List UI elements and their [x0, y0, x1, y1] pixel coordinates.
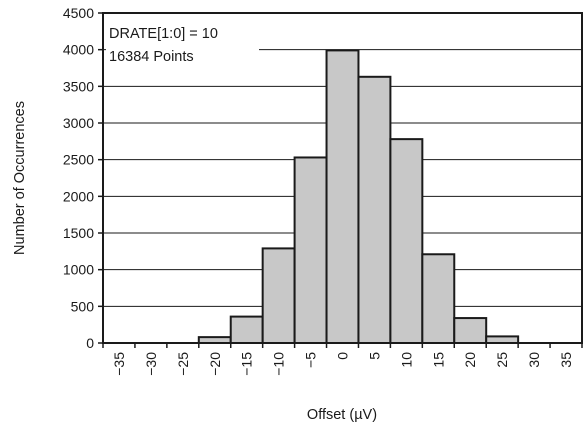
bar-5	[357, 75, 392, 345]
bar-20	[453, 317, 488, 345]
y-tick-label: 2500	[63, 152, 94, 168]
y-tick-labels: 0 500 1000 1500 2000 2500 3000 3500 4000 4500	[63, 5, 94, 351]
y-tick-label: 2000	[63, 188, 94, 204]
x-tick-label: 10	[398, 352, 414, 368]
bar--10	[261, 247, 296, 344]
plot-frame	[98, 12, 583, 348]
bar--5	[293, 156, 328, 344]
y-tick-label: 500	[71, 298, 95, 314]
bar-0	[325, 49, 360, 345]
x-tick-label: −30	[143, 352, 159, 376]
x-tick-label: 15	[430, 352, 446, 368]
y-tick-label: 3000	[63, 115, 94, 131]
bars	[197, 49, 520, 345]
bar-10	[389, 138, 424, 344]
y-tick-label: 1500	[63, 225, 94, 241]
annotation-box: DRATE[1:0] = 10 16384 Points	[106, 17, 259, 69]
annotation-drate: DRATE[1:0] = 10	[109, 26, 218, 42]
y-tick-label: 3500	[63, 78, 94, 94]
x-tick-label: −35	[111, 352, 127, 376]
y-tick-label: 0	[86, 335, 94, 351]
x-tick-label: −15	[239, 352, 255, 376]
bar-15	[421, 253, 456, 344]
x-tick-label: 20	[462, 352, 478, 368]
x-tick-label: −10	[271, 352, 287, 376]
annotation-points: 16384 Points	[109, 49, 194, 65]
x-tick-label: 0	[335, 352, 351, 360]
x-tick-labels: −35 −30 −25 −20 −15 −10 −5 0 5 10 15 20 25 30 35	[111, 352, 574, 376]
x-tick-label: −20	[207, 352, 223, 376]
y-tick-label: 1000	[63, 262, 94, 278]
x-tick-label: 25	[494, 352, 510, 368]
y-tick-label: 4500	[63, 5, 94, 21]
y-axis-title: Number of Occurrences	[12, 101, 28, 255]
bar--15	[229, 315, 264, 345]
x-tick-label: 5	[366, 352, 382, 360]
plot-border	[102, 12, 583, 344]
y-tick-label: 4000	[63, 42, 94, 58]
x-tick-label: −25	[175, 352, 191, 376]
x-tick-label: 35	[558, 352, 574, 368]
x-tick-label: 30	[526, 352, 542, 368]
x-tick-label: −5	[303, 352, 319, 368]
x-axis-title: Offset (µV)	[307, 407, 377, 423]
